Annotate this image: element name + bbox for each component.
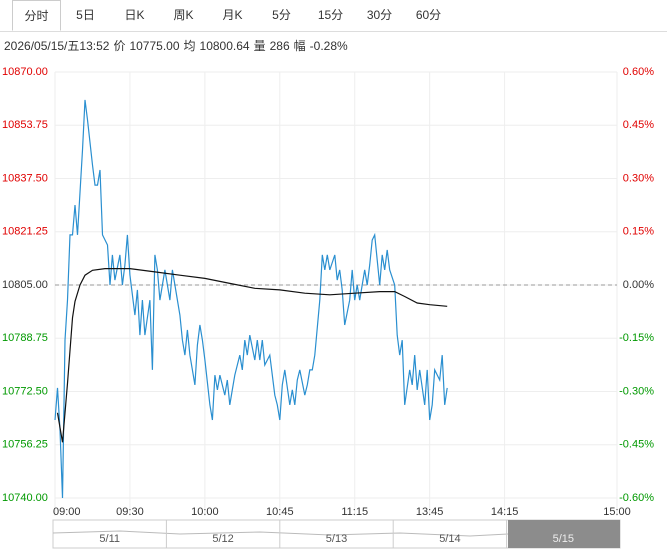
y-tick-label: 10837.50 bbox=[2, 172, 48, 184]
tab[interactable]: 5分 bbox=[272, 8, 291, 22]
y-tick-label: 10740.00 bbox=[2, 492, 48, 504]
x-tick-label: 13:45 bbox=[416, 506, 444, 518]
navigator-label: 5/12 bbox=[212, 533, 233, 545]
price-line bbox=[54, 99, 448, 499]
y-tick-label: 10772.50 bbox=[2, 385, 48, 397]
tab[interactable]: 分时 bbox=[12, 0, 61, 31]
info-label: 价 bbox=[113, 39, 126, 53]
x-tick-label: 10:45 bbox=[266, 506, 294, 518]
y-tick-label: 10805.00 bbox=[2, 279, 48, 291]
y2-tick-label: 0.60% bbox=[623, 66, 654, 78]
info-label: 均 bbox=[183, 39, 196, 53]
info-value: 286 bbox=[269, 39, 290, 53]
y2-tick-label: -0.60% bbox=[619, 492, 654, 504]
y2-tick-label: -0.15% bbox=[619, 332, 654, 344]
navigator-sparkline bbox=[52, 530, 509, 537]
navigator-selection[interactable] bbox=[508, 520, 620, 548]
y2-tick-label: 0.30% bbox=[623, 172, 654, 184]
price-line bbox=[56, 268, 448, 443]
info-value: 10775.00 bbox=[129, 39, 180, 53]
x-tick-label: 15:00 bbox=[603, 506, 631, 518]
info-time: 2026/05/15/五13:52 bbox=[4, 39, 110, 53]
navigator-label: 5/13 bbox=[326, 533, 347, 545]
tab[interactable]: 30分 bbox=[366, 8, 393, 22]
tab[interactable]: 60分 bbox=[415, 8, 442, 22]
x-tick-label: 10:00 bbox=[191, 506, 219, 518]
y-tick-label: 10853.75 bbox=[2, 119, 48, 131]
y2-tick-label: 0.45% bbox=[623, 119, 654, 131]
y-tick-label: 10821.25 bbox=[2, 226, 48, 238]
x-tick-label: 09:30 bbox=[116, 506, 144, 518]
y2-tick-label: 0.15% bbox=[623, 226, 654, 238]
tab[interactable]: 周K bbox=[173, 8, 194, 22]
navigator-label: 5/11 bbox=[99, 533, 120, 545]
x-tick-label: 09:00 bbox=[53, 506, 81, 518]
y2-tick-label: 0.00% bbox=[623, 279, 654, 291]
y2-tick-label: -0.45% bbox=[619, 439, 654, 451]
y-tick-label: 10756.25 bbox=[2, 439, 48, 451]
navigator-label: 5/15 bbox=[553, 533, 574, 545]
tab[interactable]: 15分 bbox=[317, 8, 344, 22]
y2-tick-label: -0.30% bbox=[619, 385, 654, 397]
info-label: 幅 bbox=[293, 39, 306, 53]
info-value: -0.28% bbox=[309, 39, 348, 53]
info-label: 量 bbox=[253, 39, 266, 53]
tab[interactable]: 月K bbox=[222, 8, 243, 22]
x-tick-label: 14:15 bbox=[491, 506, 519, 518]
tab[interactable]: 5日 bbox=[76, 8, 95, 22]
tab[interactable]: 日K bbox=[124, 8, 145, 22]
info-line: 2026/05/15/五13:52 价 10775.00 均 10800.64 量 286 幅… bbox=[4, 37, 352, 54]
info-value: 10800.64 bbox=[199, 39, 250, 53]
y-tick-label: 10788.75 bbox=[2, 332, 48, 344]
y-tick-label: 10870.00 bbox=[2, 66, 48, 78]
x-tick-label: 11:15 bbox=[341, 506, 368, 518]
tab-bar: 分时 5日 日K 周K 月K 5分 15分 30分 60分 bbox=[0, 0, 667, 32]
navigator-label: 5/14 bbox=[439, 533, 460, 545]
